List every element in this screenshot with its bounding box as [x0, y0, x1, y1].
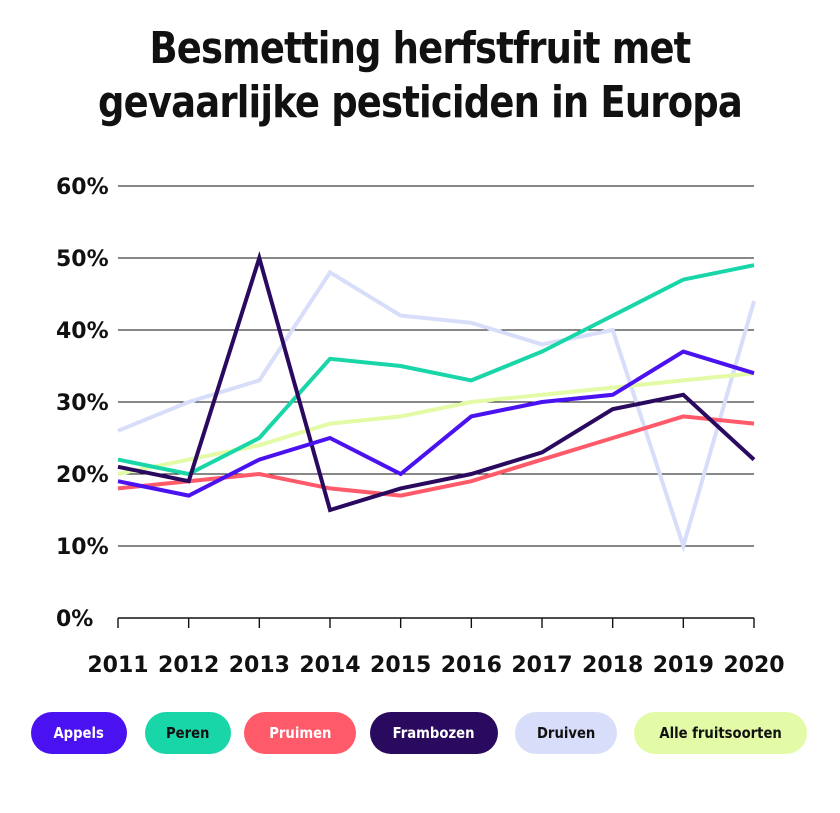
y-axis-ticks: 0% 10% 20% 30% 40% 50% 60% — [56, 175, 109, 632]
line-chart: 0%10%20%30%40%50%60% 2011 2012 2013 2014 201… — [56, 175, 785, 678]
x-tick-label: 2015 — [370, 653, 431, 678]
x-axis: 2011 2012 2013 2014 2015 2016 2017 2018 2019 2020 — [87, 618, 785, 678]
chart-title-line-1: Besmetting herfstfruit met — [149, 23, 691, 74]
legend-item-alle-fruitsoorten: Alle fruitsoorten — [634, 712, 807, 754]
x-tick-label: 2016 — [441, 653, 502, 678]
legend-label: Appels — [53, 724, 105, 742]
legend-label: Pruimen — [268, 724, 332, 742]
chart-title: Besmetting herfstfruit met gevaarlijke p… — [67, 22, 773, 130]
y-tick-label: 30% — [56, 391, 109, 416]
legend-item-peren: Peren — [145, 712, 231, 754]
y-tick-label: 50% — [56, 247, 109, 272]
legend-item-druiven: Druiven — [515, 712, 617, 754]
x-tick-label: 2012 — [158, 653, 219, 678]
series-line-peren — [117, 263, 755, 477]
x-tick-label: 2017 — [511, 653, 572, 678]
legend-label: Peren — [166, 724, 210, 742]
y-tick-label: 60% — [56, 175, 109, 200]
series-line-alle-fruitsoorten — [117, 371, 755, 476]
series-lines — [117, 251, 756, 553]
x-tick-label: 2020 — [723, 653, 784, 678]
y-tick-label: 40% — [56, 319, 109, 344]
x-tick-label: 2019 — [653, 653, 714, 678]
y-tick-label: 10% — [56, 535, 109, 560]
legend-item-pruimen: Pruimen — [244, 712, 356, 754]
legend-item-frambozen: Frambozen — [370, 712, 498, 754]
series-line-appels — [117, 349, 755, 498]
series-line-druiven — [117, 269, 756, 553]
y-tick-label: 20% — [56, 463, 109, 488]
chart-title-line-2: gevaarlijke pesticiden in Europa — [98, 77, 743, 128]
legend: Appels Peren Pruimen Frambozen Druiven Alle f… — [0, 712, 840, 756]
legend-item-appels: Appels — [31, 712, 127, 754]
x-tick-label: 2014 — [299, 653, 360, 678]
legend-label: Alle fruitsoorten — [659, 724, 782, 742]
series-line-frambozen — [117, 251, 756, 513]
x-tick-label: 2011 — [87, 653, 148, 678]
legend-label: Druiven — [536, 724, 596, 742]
x-tick-label: 2018 — [582, 653, 643, 678]
x-tick-label: 2013 — [229, 653, 290, 678]
y-tick-label: 0% — [56, 607, 93, 632]
legend-label: Frambozen — [393, 724, 475, 742]
